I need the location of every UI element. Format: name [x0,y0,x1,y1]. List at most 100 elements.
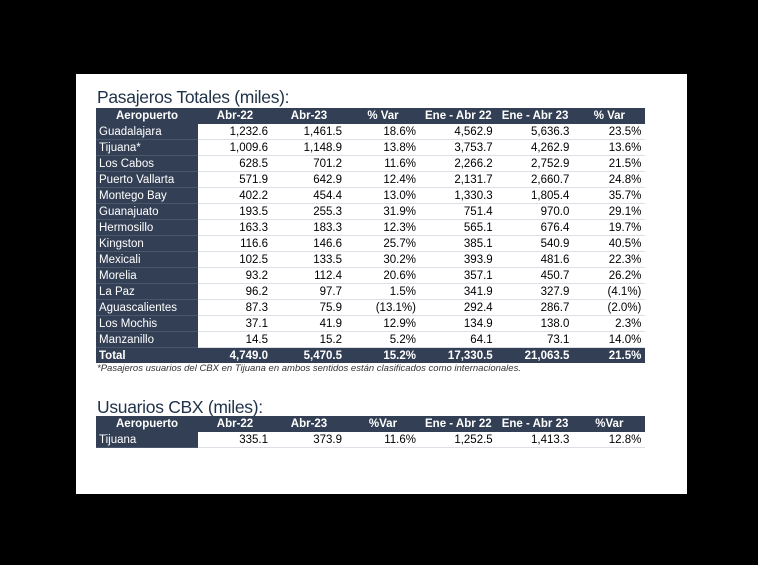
airport-name-cell: Hermosillo [96,219,198,236]
table-row: Manzanillo 14.5 15.2 5.2% 64.1 73.1 14.0% [96,331,646,348]
value-cell: 2.3% [573,315,646,332]
value-cell: 21,063.5 [496,347,574,363]
value-cell: 454.4 [272,187,346,204]
value-cell: 22.3% [573,251,646,268]
value-cell: 14.0% [573,331,646,348]
total-row: Total 4,749.0 5,470.5 15.2% 17,330.5 21,063.5… [96,347,646,363]
value-cell: 751.4 [420,203,497,220]
value-cell: 13.0% [346,187,420,204]
column-header: Aeropuerto [96,108,198,124]
value-cell: 96.2 [198,283,272,300]
value-cell: 12.3% [346,219,420,236]
value-cell: 5,636.3 [496,124,574,140]
value-cell: 11.6% [346,155,420,172]
table-row: Kingston 116.6 146.6 25.7% 385.1 540.9 40.5% [96,235,646,252]
airport-name-cell: Tijuana* [96,139,198,156]
column-header: % Var [573,108,646,124]
value-cell: 24.8% [573,171,646,188]
value-cell: 75.9 [272,299,346,316]
value-cell: (4.1%) [573,283,646,300]
value-cell: 327.9 [496,283,574,300]
value-cell: 481.6 [496,251,574,268]
value-cell: 13.6% [573,139,646,156]
table-row: Hermosillo 163.3 183.3 12.3% 565.1 676.4 19.7% [96,219,646,236]
value-cell: 4,562.9 [420,124,497,140]
value-cell: 112.4 [272,267,346,284]
value-cell: 37.1 [198,315,272,332]
value-cell: 163.3 [198,219,272,236]
value-cell: 138.0 [496,315,574,332]
value-cell: 676.4 [496,219,574,236]
value-cell: 255.3 [272,203,346,220]
value-cell: 2,660.7 [496,171,574,188]
table-row: Montego Bay 402.2 454.4 13.0% 1,330.3 1,805.4… [96,187,646,204]
column-header: % Var [346,108,420,124]
value-cell: 393.9 [420,251,497,268]
value-cell: 12.4% [346,171,420,188]
airport-name-cell: Montego Bay [96,187,198,204]
passengers-title: Pasajeros Totales (miles): [97,87,290,107]
airport-name-cell: Mexicali [96,251,198,268]
table-row: Tijuana 335.1 373.9 11.6% 1,252.5 1,413.3 12.8… [96,432,646,448]
value-cell: 3,753.7 [420,139,497,156]
table-row: La Paz 96.2 97.7 1.5% 341.9 327.9 (4.1%) [96,283,646,300]
value-cell: 1,461.5 [272,124,346,140]
value-cell: 15.2 [272,331,346,348]
value-cell: 134.9 [420,315,497,332]
value-cell: 1,805.4 [496,187,574,204]
value-cell: 970.0 [496,203,574,220]
value-cell: 23.5% [573,124,646,140]
footnote: *Pasajeros usuarios del CBX en Tijuana e… [97,363,521,374]
value-cell: 1,252.5 [420,432,497,448]
value-cell: 1,330.3 [420,187,497,204]
value-cell: 35.7% [573,187,646,204]
value-cell: 450.7 [496,267,574,284]
cbx-table: Aeropuerto Abr-22 Abr-23 %Var Ene - Abr 22 En… [96,416,646,448]
table-row: Morelia 93.2 112.4 20.6% 357.1 450.7 26.2% [96,267,646,284]
value-cell: 565.1 [420,219,497,236]
value-cell: 20.6% [346,267,420,284]
value-cell: 21.5% [573,347,646,363]
table-row: Los Cabos 628.5 701.2 11.6% 2,266.2 2,752.9 21… [96,155,646,172]
table-row: Puerto Vallarta 571.9 642.9 12.4% 2,131.7 2,6… [96,171,646,188]
value-cell: 2,131.7 [420,171,497,188]
value-cell: 41.9 [272,315,346,332]
value-cell: 17,330.5 [420,347,497,363]
value-cell: 335.1 [198,432,272,448]
value-cell: 13.8% [346,139,420,156]
airport-name-cell: Guadalajara [96,124,198,140]
value-cell: 12.8% [573,432,646,448]
passengers-table: Aeropuerto Abr-22 Abr-23% Var Ene - Abr 22 E… [96,108,646,363]
value-cell: 146.6 [272,235,346,252]
table-row: Tijuana* 1,009.6 1,148.9 13.8% 3,753.7 4,262.… [96,139,646,156]
column-header: Aeropuerto [96,416,198,432]
value-cell: 193.5 [198,203,272,220]
value-cell: 286.7 [496,299,574,316]
value-cell: 133.5 [272,251,346,268]
value-cell: 402.2 [198,187,272,204]
column-header: %Var [346,416,420,432]
value-cell: 540.9 [496,235,574,252]
value-cell: 4,262.9 [496,139,574,156]
value-cell: 5.2% [346,331,420,348]
value-cell: 19.7% [573,219,646,236]
value-cell: 571.9 [198,171,272,188]
column-header: Ene - Abr 22 [420,416,497,432]
table-row: Los Mochis 37.1 41.9 12.9% 134.9 138.0 2.3% [96,315,646,332]
value-cell: 12.9% [346,315,420,332]
value-cell: 40.5% [573,235,646,252]
value-cell: 30.2% [346,251,420,268]
value-cell: (13.1%) [346,299,420,316]
airport-name-cell: Manzanillo [96,331,198,348]
table-row: Mexicali 102.5 133.5 30.2% 393.9 481.6 22.3% [96,251,646,268]
value-cell: 93.2 [198,267,272,284]
value-cell: 25.7% [346,235,420,252]
value-cell: 373.9 [272,432,346,448]
value-cell: 701.2 [272,155,346,172]
table-header-row: Aeropuerto Abr-22 Abr-23 %Var Ene - Abr 22 En… [96,416,646,432]
value-cell: 1,413.3 [496,432,574,448]
value-cell: 29.1% [573,203,646,220]
value-cell: 385.1 [420,235,497,252]
value-cell: (2.0%) [573,299,646,316]
report-sheet: Pasajeros Totales (miles): Aeropuerto Abr… [76,74,687,494]
